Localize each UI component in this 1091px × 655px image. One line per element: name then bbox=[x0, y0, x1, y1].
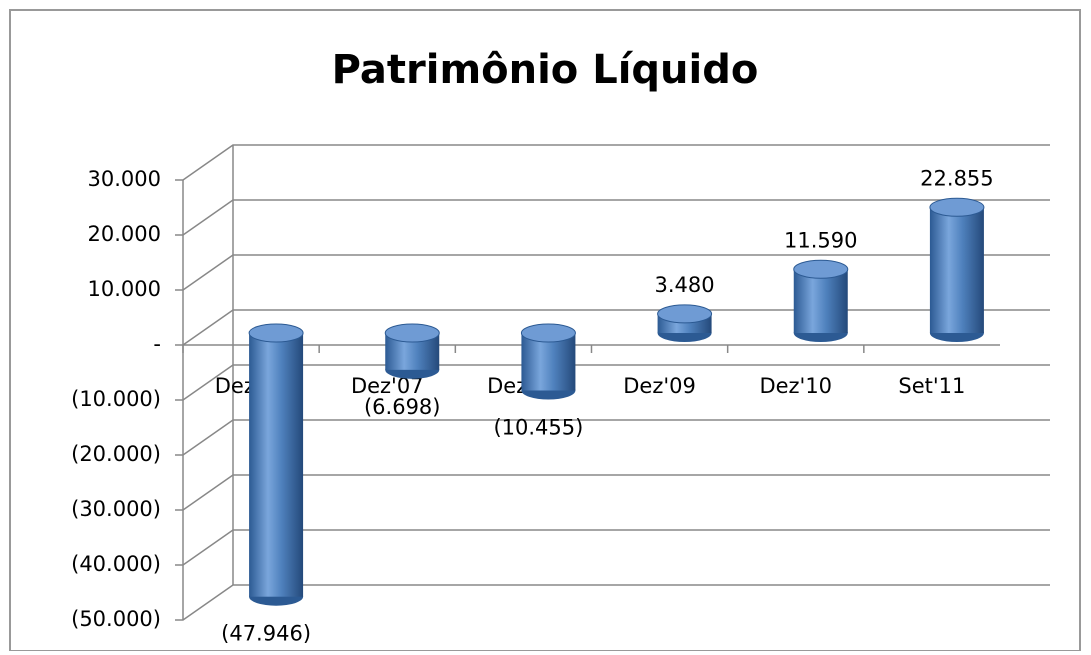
bar-top bbox=[520, 323, 576, 343]
y-tick-label: (40.000) bbox=[71, 552, 161, 576]
grid-line bbox=[175, 529, 1050, 566]
x-tick-label: Set'11 bbox=[898, 374, 965, 398]
bar-top bbox=[248, 323, 304, 343]
bar bbox=[929, 207, 984, 333]
y-tick-label: 10.000 bbox=[88, 277, 161, 301]
grid-line bbox=[175, 584, 1050, 621]
bar bbox=[521, 333, 576, 391]
y-tick-label: (20.000) bbox=[71, 442, 161, 466]
data-label: (10.455) bbox=[493, 416, 583, 440]
data-label: 3.480 bbox=[655, 273, 715, 297]
bar-top bbox=[929, 197, 985, 217]
data-label: (6.698) bbox=[364, 395, 441, 419]
grid-line bbox=[175, 364, 1050, 401]
y-tick-label: - bbox=[153, 332, 161, 356]
bar-top bbox=[384, 323, 440, 343]
grid-line bbox=[175, 144, 1050, 181]
grid-line bbox=[175, 309, 1050, 346]
y-tick-label: 30.000 bbox=[88, 167, 161, 191]
grid-line bbox=[175, 199, 1050, 236]
y-tick-label: (30.000) bbox=[71, 497, 161, 521]
x-tick-label: Dez'09 bbox=[623, 374, 696, 398]
chart-title: Patrimônio Líquido bbox=[332, 47, 759, 93]
bar-top bbox=[657, 304, 713, 324]
x-tick-label: Dez'10 bbox=[759, 374, 832, 398]
data-label: 11.590 bbox=[784, 228, 857, 252]
bar-top bbox=[793, 259, 849, 279]
bar bbox=[249, 333, 304, 597]
data-label: 22.855 bbox=[920, 166, 993, 190]
y-tick-label: 20.000 bbox=[88, 222, 161, 246]
data-label: (47.946) bbox=[221, 622, 311, 646]
grid-line bbox=[175, 254, 1050, 291]
grid-line bbox=[175, 474, 1050, 511]
y-tick-label: (10.000) bbox=[71, 387, 161, 411]
grid-line bbox=[175, 419, 1050, 456]
y-tick-label: (50.000) bbox=[71, 607, 161, 631]
bar bbox=[793, 269, 848, 333]
